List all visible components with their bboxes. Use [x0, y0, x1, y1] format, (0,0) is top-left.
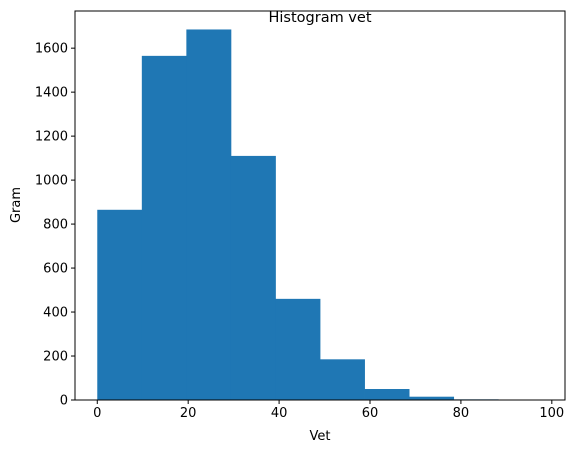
y-tick-label: 800: [43, 218, 68, 233]
y-tick-label: 1600: [35, 42, 68, 57]
y-tick-label: 200: [43, 350, 68, 365]
y-tick-label: 1200: [35, 130, 68, 145]
histogram-bar: [320, 359, 365, 400]
x-tick-label: 60: [362, 406, 379, 421]
y-axis-label: Gram: [9, 187, 24, 223]
histogram-bar: [186, 29, 231, 400]
y-tick-label: 1000: [35, 174, 68, 189]
chart-title: Histogram vet: [268, 10, 371, 26]
x-tick-label: 40: [271, 406, 288, 421]
x-tick-label: 0: [93, 406, 101, 421]
y-tick-label: 1400: [35, 86, 68, 101]
x-tick-label: 80: [453, 406, 470, 421]
x-axis-label: Vet: [310, 429, 331, 444]
histogram-bar: [97, 210, 142, 400]
y-tick-label: 0: [60, 394, 68, 409]
histogram-bar: [275, 299, 320, 400]
histogram-bar: [142, 56, 187, 400]
x-tick-label: 20: [180, 406, 197, 421]
histogram-bar: [231, 156, 276, 400]
histogram-bar: [365, 389, 410, 400]
y-tick-label: 600: [43, 262, 68, 277]
y-tick-label: 400: [43, 306, 68, 321]
x-tick-label: 100: [539, 406, 564, 421]
